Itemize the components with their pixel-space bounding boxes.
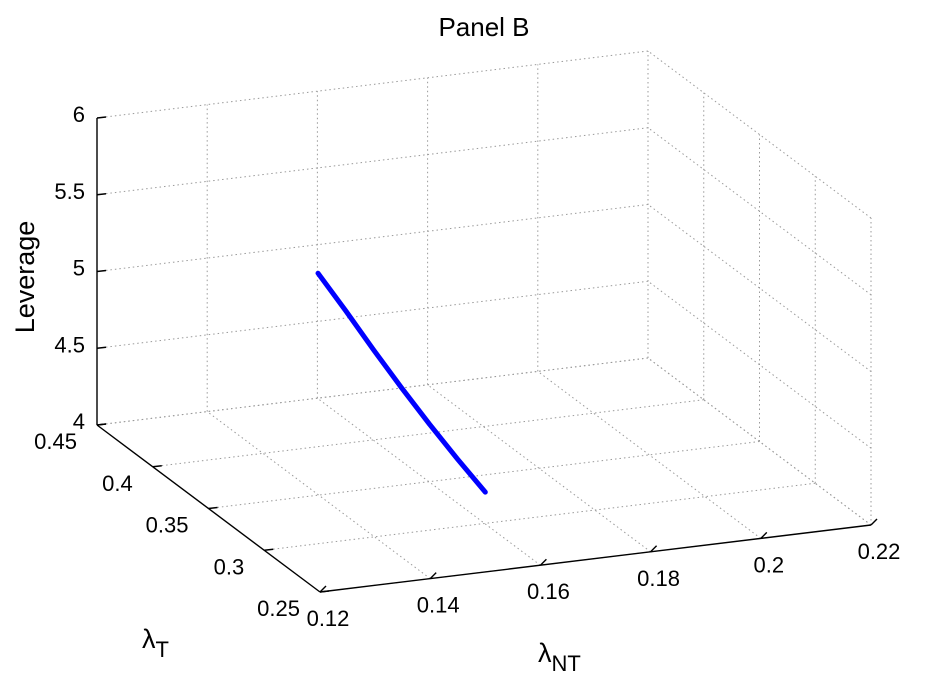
y-tick-label: 0.25 — [257, 596, 300, 621]
y-tick-mark — [264, 548, 274, 551]
z-tick-label: 6 — [73, 102, 85, 127]
x-tick-mark — [429, 572, 437, 580]
gridline-floor-y — [208, 441, 760, 509]
y-tick-mark — [208, 506, 218, 510]
y-tick-mark — [319, 590, 330, 593]
z-tick-label: 4.5 — [54, 332, 85, 357]
x-axis-line — [319, 524, 872, 593]
x-tick-mark — [760, 531, 768, 539]
x-tick-label: 0.18 — [637, 566, 680, 591]
z-tick-label: 4 — [73, 409, 85, 434]
z-tick-mark — [96, 346, 107, 349]
gridline-floor-x — [537, 370, 762, 539]
gridline-side-z — [647, 127, 872, 296]
y-tick-label: 0.3 — [214, 554, 245, 579]
x-tick-mark — [870, 518, 878, 526]
gridline-back-z — [96, 204, 649, 272]
y-tick-mark — [152, 465, 162, 468]
z-tick-mark — [96, 193, 107, 196]
x-tick-label: 0.2 — [754, 552, 785, 577]
z-tick-label: 5.5 — [54, 179, 85, 204]
y-tick-label: 0.35 — [146, 513, 189, 538]
gridline-side-z — [647, 357, 872, 526]
series-line-0 — [315, 270, 488, 495]
gridline-floor-x — [427, 384, 651, 553]
z-tick-mark — [96, 116, 107, 119]
chart-title: Panel B — [438, 12, 529, 42]
z-tick-label: 5 — [73, 256, 85, 281]
gridline-back-z — [96, 127, 649, 196]
gridline-back-z — [96, 280, 649, 349]
gridline-back-z — [96, 50, 649, 119]
y-tick-label: 0.4 — [102, 471, 133, 496]
gridline-floor-x — [206, 411, 431, 580]
axis-layer — [96, 116, 878, 593]
y-tick-label: 0.45 — [34, 429, 77, 454]
x-tick-label: 0.16 — [527, 579, 570, 604]
gridline-side-z — [647, 50, 872, 219]
x-tick-label: 0.12 — [307, 606, 350, 631]
z-axis-label: Leverage — [10, 221, 40, 334]
series-layer — [315, 270, 488, 495]
gridline-side-z — [647, 204, 872, 372]
x-tick-label: 0.22 — [858, 539, 901, 564]
x-tick-mark — [650, 545, 658, 553]
tick-labels: 0.12 0.14 0.16 0.18 0.2 0.22 0.25 0.3 0.35 0.4 0.4… — [34, 102, 900, 631]
x-tick-mark — [319, 585, 327, 593]
x-tick-label: 0.14 — [417, 593, 460, 618]
gridline-side-z — [647, 280, 872, 449]
z-tick-mark — [96, 423, 107, 426]
gridline-floor-x — [317, 397, 541, 566]
x-axis-label: λNT — [538, 638, 581, 676]
grid-layer — [96, 50, 872, 593]
y-axis-label: λT — [142, 624, 169, 662]
z-tick-mark — [96, 269, 107, 273]
x-tick-mark — [539, 558, 547, 566]
